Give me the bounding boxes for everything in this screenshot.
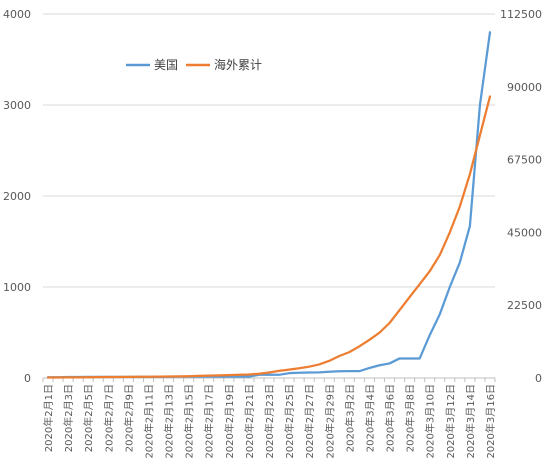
y-right-tick-label: 45000	[507, 226, 542, 239]
y-left-tick-label: 1000	[3, 281, 31, 294]
x-tick-label: 2020年3月10日	[424, 384, 437, 459]
x-tick-label: 2020年2月15日	[183, 384, 196, 459]
y-left-tick-label: 0	[24, 372, 31, 385]
x-tick-label: 2020年2月13日	[163, 384, 176, 459]
y-right-tick-label: 112500	[500, 8, 542, 21]
x-tick-label: 2020年3月14日	[464, 384, 477, 459]
axes	[42, 377, 496, 382]
series-line-1	[46, 95, 492, 379]
y-right-tick-label: 90000	[507, 81, 542, 94]
y-left-tick-label: 3000	[3, 99, 31, 112]
x-tick-label: 2020年2月29日	[323, 384, 336, 459]
x-tick-label: 2020年3月8日	[404, 384, 417, 452]
x-tick-label: 2020年2月7日	[102, 384, 115, 452]
x-tick-label: 2020年3月6日	[384, 384, 397, 452]
legend: 美国 海外累计	[126, 57, 262, 72]
x-tick-label: 2020年2月19日	[223, 384, 236, 459]
y-left-tick-label: 4000	[3, 8, 31, 21]
x-tick-label: 2020年2月25日	[283, 384, 296, 459]
y-left-tick-label: 2000	[3, 190, 31, 203]
y-right-tick-label: 22500	[507, 299, 542, 312]
x-tick-label: 2020年3月16日	[484, 384, 497, 459]
series-lines	[46, 31, 492, 379]
x-tick-label: 2020年3月12日	[444, 384, 457, 459]
x-tick-label: 2020年2月27日	[303, 384, 316, 459]
series-line-0	[46, 31, 492, 379]
legend-label-0: 美国	[154, 58, 178, 72]
x-tick-label: 2020年2月3日	[62, 384, 75, 452]
x-tick-label: 2020年2月1日	[42, 384, 55, 452]
x-tick-label: 2020年2月5日	[82, 384, 95, 452]
legend-label-1: 海外累计	[214, 57, 262, 72]
y-right-tick-label: 67500	[507, 154, 542, 167]
x-tick-label: 2020年2月21日	[243, 384, 256, 459]
y-right-tick-label: 0	[535, 372, 542, 385]
y-axis-left-ticks: 0 1000 2000 3000 4000	[3, 8, 31, 385]
x-tick-label: 2020年2月9日	[122, 384, 135, 452]
x-tick-label: 2020年2月23日	[263, 384, 276, 459]
x-tick-label: 2020年3月2日	[343, 384, 356, 452]
y-axis-right-ticks: 0 22500 45000 67500 90000 112500	[500, 8, 542, 385]
x-tick-label: 2020年3月4日	[363, 384, 376, 452]
x-tick-label: 2020年2月17日	[203, 384, 216, 459]
gridlines	[43, 13, 495, 288]
x-axis-ticks: 2020年2月1日 2020年2月3日 2020年2月5日 2020年2月7日 2020…	[42, 384, 497, 459]
x-tick-label: 2020年2月11日	[142, 384, 155, 459]
